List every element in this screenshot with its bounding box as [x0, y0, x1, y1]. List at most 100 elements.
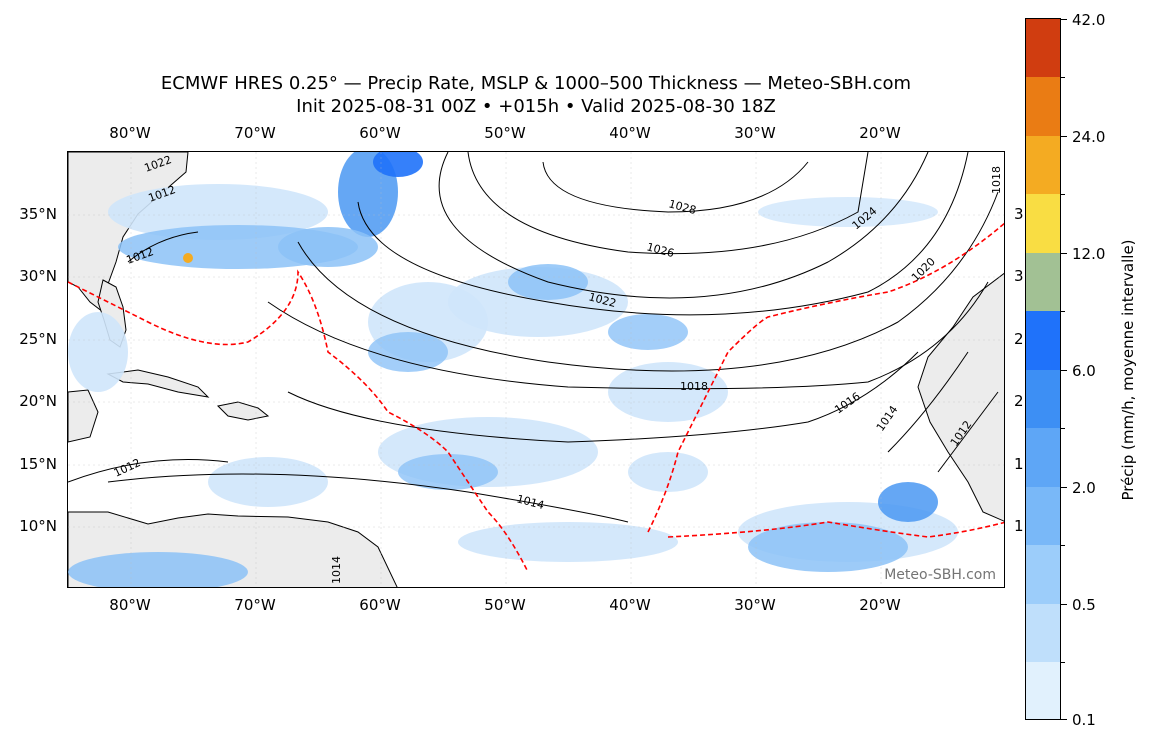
isobar-1012 [68, 459, 229, 483]
colorbar-tick-label: 42.0 [1072, 11, 1106, 29]
lat-label: 30°N [19, 267, 57, 285]
colorbar-segment [1026, 487, 1060, 545]
colorbar-segment [1026, 311, 1060, 370]
colorbar-minor-tick [1061, 428, 1065, 429]
isobar-1024 [438, 152, 929, 299]
colorbar-minor-tick [1061, 77, 1065, 78]
colorbar-minor-tick [1061, 311, 1065, 312]
precip-light [608, 362, 728, 422]
lon-label-bottom: 80°W [109, 596, 151, 614]
lon-label-top: 40°W [609, 124, 651, 142]
lon-label-top: 20°W [859, 124, 901, 142]
isobar-label: 1014 [874, 403, 901, 433]
colorbar-segment [1026, 253, 1060, 311]
watermark: Meteo-SBH.com [884, 567, 996, 583]
lat-label-right-cut: 1 [1014, 517, 1024, 535]
precip-medium [398, 454, 498, 490]
lat-label-right-cut: 3 [1014, 267, 1024, 285]
lon-label-top: 50°W [484, 124, 526, 142]
precip-light [628, 452, 708, 492]
colorbar-segment [1026, 662, 1060, 719]
lon-label-bottom: 40°W [609, 596, 651, 614]
colorbar-segment [1026, 428, 1060, 487]
isobars [68, 152, 999, 523]
colorbar-minor-tick [1061, 662, 1065, 663]
lat-label-right-cut: 2 [1014, 392, 1024, 410]
lat-label: 25°N [19, 330, 57, 348]
colorbar-segment [1026, 604, 1060, 662]
lon-label-top: 70°W [234, 124, 276, 142]
isobar-label: 1026 [645, 240, 675, 260]
lon-label-top: 30°W [734, 124, 776, 142]
isobar-label: 1014 [515, 492, 545, 512]
colorbar-tick-label: 6.0 [1072, 362, 1096, 380]
colorbar-minor-tick [1061, 545, 1065, 546]
colorbar-tick-label: 0.5 [1072, 596, 1096, 614]
lat-label: 35°N [19, 205, 57, 223]
precip-light [68, 312, 128, 392]
precip-light [458, 522, 678, 562]
map-panel[interactable]: 1022 1018 1012 1028 1026 1022 1024 1020 … [67, 151, 1005, 588]
colorbar-segment [1026, 19, 1060, 77]
isobar-label: 1014 [330, 556, 343, 584]
thickness-line [68, 269, 529, 573]
colorbar-tick-label: 24.0 [1072, 128, 1106, 146]
isobar-1014b [887, 351, 969, 453]
colorbar-tick-label: 2.0 [1072, 479, 1096, 497]
colorbar-tickmark [1061, 19, 1067, 20]
precip-spot [183, 253, 193, 263]
lat-label: 15°N [19, 455, 57, 473]
colorbar-tick-label: 12.0 [1072, 245, 1106, 263]
graticule [68, 152, 1004, 587]
lon-label-bottom: 20°W [859, 596, 901, 614]
isobar-label: 1012 [112, 456, 143, 480]
colorbar-segment [1026, 370, 1060, 428]
isobar-1026 [467, 152, 869, 255]
colorbar-segment [1026, 545, 1060, 604]
colorbar-tickmark [1061, 136, 1067, 137]
colorbar-tickmark [1061, 253, 1067, 254]
colorbar-tickmark [1061, 370, 1067, 371]
colorbar-tickmark [1061, 719, 1067, 720]
colorbar-segment [1026, 77, 1060, 136]
land-cuba [106, 369, 210, 398]
colorbar-segment [1026, 136, 1060, 194]
precip-light [208, 457, 328, 507]
chart-subtitle: Init 2025-08-31 00Z • +015h • Valid 2025… [296, 96, 776, 117]
precip-heavy [878, 482, 938, 522]
colorbar-tickmark [1061, 487, 1067, 488]
isobar-1018 [267, 281, 989, 390]
lon-label-top: 80°W [109, 124, 151, 142]
isobar-1022 [357, 152, 969, 316]
isobar-1014 [107, 473, 629, 523]
thickness-line [647, 222, 1004, 533]
isobar-label: 1016 [832, 390, 862, 417]
colorbar-label: Précip (mm/h, moyenne intervalle) [1119, 239, 1137, 501]
isobar-1016 [287, 351, 919, 443]
colorbar-minor-tick [1061, 194, 1065, 195]
isobar-label: 1018 [680, 380, 708, 393]
precip-medium [68, 552, 248, 587]
lon-label-bottom: 60°W [359, 596, 401, 614]
thickness-lines [68, 222, 1004, 573]
map-canvas: 1022 1018 1012 1028 1026 1022 1024 1020 … [68, 152, 1004, 587]
land-hispaniola [216, 401, 270, 421]
isobar-label: 1018 [990, 166, 1003, 194]
lat-label-right-cut: 1 [1014, 455, 1024, 473]
precip-medium [608, 314, 688, 350]
land-yucatan [68, 389, 99, 443]
colorbar [1025, 18, 1061, 720]
precip-intense [373, 152, 423, 177]
isobar-label: 1028 [667, 197, 697, 217]
isobar-1020 [297, 191, 999, 372]
lon-label-top: 60°W [359, 124, 401, 142]
precip-medium [368, 332, 448, 372]
colorbar-tickmark [1061, 604, 1067, 605]
lat-label-right-cut: 3 [1014, 205, 1024, 223]
lat-label-right-cut: 2 [1014, 330, 1024, 348]
colorbar-tick-label: 0.1 [1072, 711, 1096, 729]
isobar-1012c [127, 231, 199, 263]
isobar-1012b [937, 391, 999, 473]
lon-label-bottom: 30°W [734, 596, 776, 614]
lon-label-bottom: 70°W [234, 596, 276, 614]
